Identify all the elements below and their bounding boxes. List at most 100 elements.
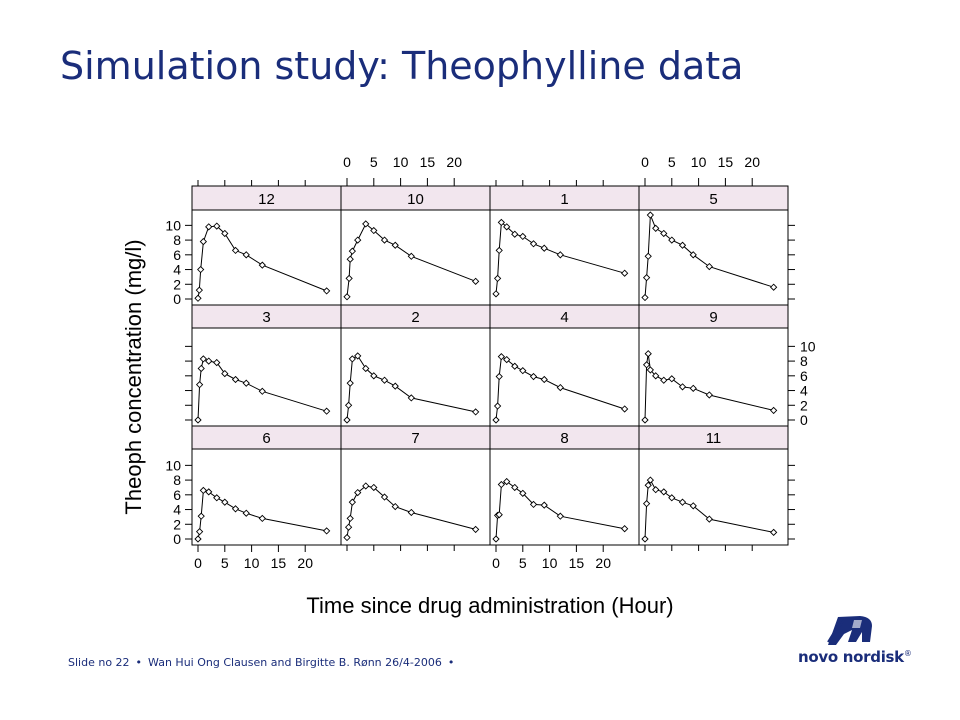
- x-tick-label: 15: [420, 154, 436, 170]
- panel-strip: [638, 185, 789, 211]
- data-point: [197, 265, 205, 274]
- x-tick-label: 20: [744, 154, 760, 170]
- data-point: [646, 366, 654, 374]
- data-point: [407, 394, 415, 402]
- data-point: [492, 416, 500, 424]
- data-point: [492, 535, 500, 543]
- x-tick-label: 10: [542, 555, 558, 571]
- data-point: [348, 498, 356, 506]
- data-point: [370, 372, 378, 380]
- data-point: [644, 252, 652, 260]
- data-point: [472, 525, 480, 534]
- data-point: [503, 477, 511, 486]
- footer-authors-date: Wan Hui Ong Clausen and Birgitte B. Rønn…: [148, 656, 442, 669]
- data-point: [689, 384, 697, 392]
- data-point: [194, 294, 202, 302]
- data-point: [195, 381, 204, 389]
- data-point: [646, 211, 654, 219]
- y-tick-label: 2: [173, 516, 181, 532]
- panel-frame: [191, 209, 342, 306]
- novo-nordisk-logo: [827, 616, 872, 645]
- panel-frame: [191, 327, 342, 427]
- y-tick-label: 2: [800, 397, 808, 413]
- data-point: [213, 222, 221, 230]
- data-point: [770, 283, 778, 291]
- y-axis-title: Theoph concentration (mg/l): [121, 239, 146, 514]
- data-point: [668, 236, 676, 244]
- panel-strip: [489, 185, 640, 211]
- x-tick-label: 10: [244, 555, 260, 571]
- panel-label: 10: [407, 191, 424, 208]
- y-tick-label: 8: [800, 353, 808, 369]
- y-tick-label: 2: [173, 276, 181, 292]
- data-point: [705, 391, 713, 399]
- data-point: [242, 379, 250, 387]
- panel-label: 12: [258, 191, 275, 208]
- panel-label: 9: [709, 309, 717, 326]
- data-point: [195, 286, 203, 294]
- logo-wordmark: novo nordisk®: [798, 648, 912, 666]
- x-tick-label: 20: [595, 555, 611, 571]
- data-point: [344, 523, 353, 531]
- data-point: [644, 350, 652, 358]
- series-line: [644, 214, 774, 298]
- data-point: [380, 236, 389, 244]
- data-point: [705, 515, 713, 523]
- data-point: [646, 476, 654, 484]
- data-point: [770, 406, 778, 415]
- panel-label: 4: [560, 309, 568, 326]
- data-point: [345, 274, 353, 283]
- data-point: [346, 255, 354, 263]
- y-tick-label: 6: [173, 487, 181, 503]
- data-point: [258, 261, 266, 269]
- data-point: [380, 376, 389, 384]
- x-tick-label: 15: [271, 555, 287, 571]
- data-point: [652, 224, 660, 232]
- data-point: [678, 241, 687, 249]
- data-point: [221, 369, 229, 378]
- data-point: [678, 383, 687, 391]
- panel-label: 3: [262, 309, 270, 326]
- panel-label: 2: [411, 309, 419, 326]
- data-point: [529, 500, 538, 509]
- slide-title: Simulation study: Theophylline data: [60, 44, 744, 88]
- data-point: [370, 483, 378, 492]
- x-tick-label: 5: [221, 555, 229, 571]
- x-tick-label: 0: [492, 555, 500, 571]
- data-point: [258, 387, 266, 395]
- y-tick-label: 0: [800, 412, 808, 428]
- data-point: [242, 251, 250, 259]
- data-point: [497, 480, 505, 489]
- x-axis-title: Time since drug administration (Hour): [306, 593, 673, 618]
- data-point: [529, 372, 538, 381]
- panel-frame: [489, 209, 640, 306]
- data-point: [213, 494, 221, 502]
- y-tick-label: 10: [800, 338, 816, 354]
- data-point: [511, 483, 519, 492]
- x-tick-label: 10: [393, 154, 409, 170]
- data-point: [194, 416, 202, 424]
- y-tick-label: 10: [165, 217, 181, 233]
- data-point: [323, 407, 331, 415]
- y-tick-label: 10: [165, 457, 181, 473]
- data-point: [644, 481, 652, 489]
- data-point: [231, 505, 240, 513]
- panel-label: 8: [560, 430, 568, 447]
- data-point: [407, 508, 415, 517]
- data-point: [362, 220, 370, 228]
- data-point: [380, 493, 389, 501]
- panel-frame: [489, 448, 640, 546]
- slide-number: Slide no 22: [68, 656, 130, 669]
- data-point: [519, 367, 527, 375]
- data-point: [641, 416, 649, 424]
- data-point: [770, 528, 778, 537]
- data-point: [689, 502, 697, 510]
- data-point: [348, 355, 356, 363]
- data-point: [642, 274, 651, 282]
- data-point: [231, 246, 240, 255]
- y-tick-label: 8: [173, 472, 181, 488]
- x-tick-label: 15: [569, 555, 585, 571]
- data-point: [199, 486, 207, 495]
- data-point: [344, 401, 353, 409]
